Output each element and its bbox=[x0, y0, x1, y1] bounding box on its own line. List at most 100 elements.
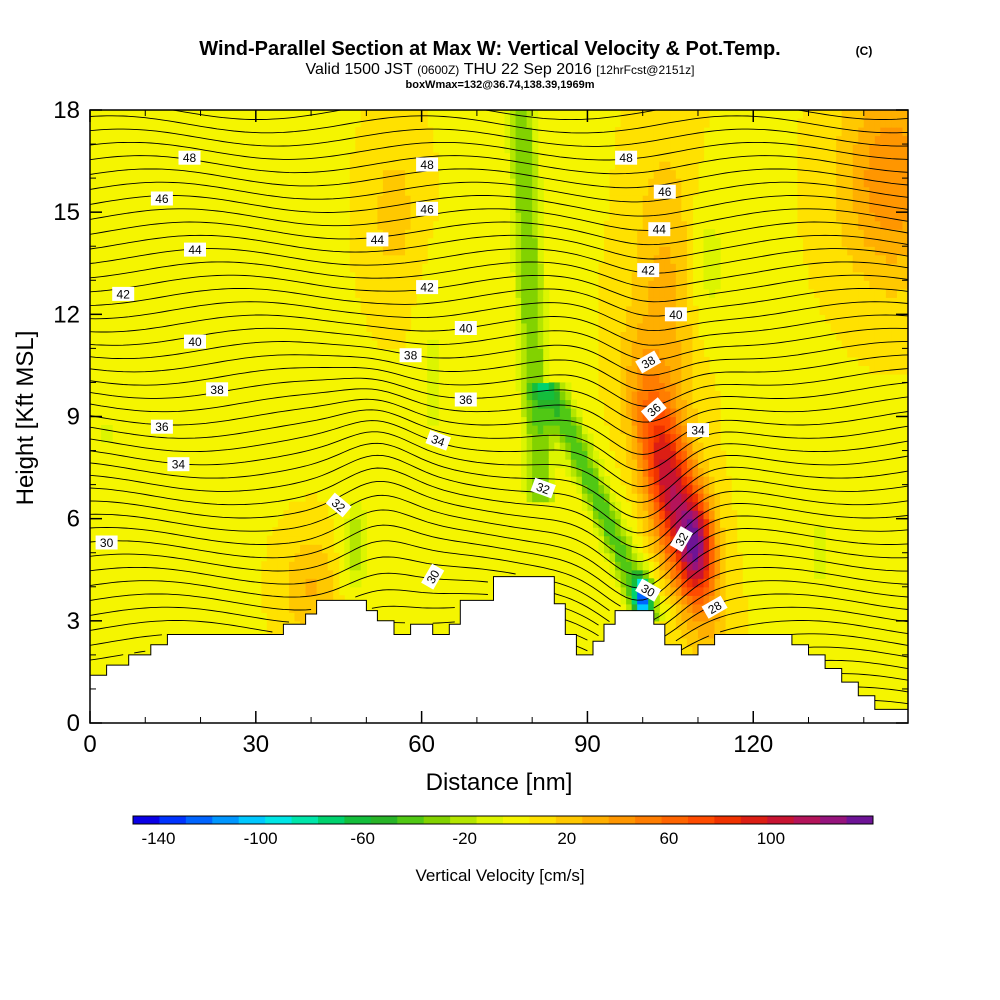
velocity-cell bbox=[626, 331, 633, 341]
velocity-cell bbox=[388, 144, 395, 154]
velocity-cell bbox=[609, 203, 616, 213]
colorbar-tick-label: 20 bbox=[557, 829, 576, 848]
velocity-cell bbox=[742, 629, 749, 639]
contour-label-text: 36 bbox=[459, 393, 473, 407]
velocity-cell bbox=[852, 246, 859, 256]
velocity-cell bbox=[648, 373, 655, 384]
velocity-cell bbox=[714, 510, 721, 520]
velocity-cell bbox=[825, 246, 832, 256]
velocity-cell bbox=[322, 561, 329, 571]
velocity-cell bbox=[266, 612, 273, 622]
velocity-cell bbox=[836, 271, 843, 281]
velocity-cell bbox=[869, 263, 876, 273]
velocity-cell bbox=[808, 237, 815, 247]
velocity-cell bbox=[515, 237, 522, 247]
velocity-cell bbox=[648, 433, 655, 443]
velocity-cell bbox=[869, 110, 876, 120]
velocity-cell bbox=[427, 399, 434, 409]
velocity-cell bbox=[808, 195, 815, 205]
velocity-cell bbox=[814, 118, 821, 128]
velocity-cell bbox=[410, 237, 417, 247]
velocity-cell bbox=[670, 442, 677, 452]
velocity-cell bbox=[902, 331, 908, 341]
velocity-cell bbox=[637, 305, 644, 315]
velocity-cell bbox=[709, 288, 716, 298]
velocity-cell bbox=[802, 212, 810, 222]
velocity-cell bbox=[681, 356, 688, 367]
velocity-cell bbox=[847, 322, 854, 332]
contour-label-box bbox=[416, 157, 439, 172]
velocity-cell bbox=[532, 254, 539, 264]
velocity-cell bbox=[382, 305, 390, 315]
velocity-cell bbox=[709, 476, 716, 486]
velocity-cell bbox=[637, 407, 644, 418]
velocity-cell bbox=[681, 373, 688, 384]
velocity-cell bbox=[427, 144, 434, 154]
contour-label: 32 bbox=[325, 492, 352, 518]
velocity-cell bbox=[559, 390, 566, 401]
contour-label: 46 bbox=[653, 184, 676, 199]
velocity-cell bbox=[277, 612, 285, 622]
velocity-cell bbox=[880, 356, 887, 367]
velocity-cell bbox=[802, 161, 810, 171]
contour-label: 34 bbox=[425, 429, 451, 451]
velocity-cell bbox=[637, 442, 644, 452]
velocity-cell bbox=[841, 135, 848, 145]
velocity-cell bbox=[349, 501, 356, 511]
velocity-cell bbox=[825, 297, 832, 307]
velocity-cell bbox=[565, 442, 572, 452]
velocity-cell bbox=[631, 382, 638, 392]
velocity-cell bbox=[421, 110, 428, 120]
velocity-cell bbox=[841, 331, 848, 341]
velocity-cell bbox=[421, 195, 428, 205]
velocity-cell bbox=[609, 254, 616, 264]
velocity-cell bbox=[355, 144, 362, 154]
velocity-cell bbox=[670, 348, 677, 358]
contour-label-box bbox=[701, 595, 728, 619]
velocity-cell bbox=[714, 390, 721, 401]
velocity-cell bbox=[615, 552, 622, 562]
velocity-cell bbox=[653, 110, 660, 120]
velocity-cell bbox=[714, 263, 721, 273]
velocity-cell bbox=[642, 544, 649, 554]
valid-prefix: Valid 1500 JST bbox=[305, 61, 413, 78]
velocity-cell bbox=[642, 501, 649, 511]
velocity-cell bbox=[537, 178, 544, 188]
velocity-cell bbox=[808, 118, 815, 128]
velocity-cell bbox=[725, 612, 732, 622]
velocity-cell bbox=[692, 339, 699, 349]
velocity-cell bbox=[576, 450, 583, 460]
velocity-cell bbox=[703, 527, 710, 537]
velocity-cell bbox=[714, 271, 721, 281]
velocity-cell bbox=[592, 493, 600, 503]
velocity-cell bbox=[675, 390, 682, 401]
velocity-cell bbox=[659, 544, 666, 554]
velocity-cell bbox=[316, 544, 323, 554]
velocity-cell bbox=[360, 110, 367, 120]
velocity-cell bbox=[648, 390, 655, 401]
velocity-cell bbox=[681, 450, 688, 460]
velocity-cell bbox=[670, 476, 677, 486]
velocity-cell bbox=[543, 433, 550, 443]
velocity-cell bbox=[664, 578, 671, 588]
velocity-cell bbox=[686, 314, 694, 324]
velocity-cell bbox=[626, 382, 633, 392]
velocity-cell bbox=[869, 229, 876, 239]
velocity-cell bbox=[416, 178, 423, 188]
velocity-cell bbox=[814, 203, 821, 213]
velocity-cell bbox=[709, 399, 716, 409]
velocity-cell bbox=[863, 305, 870, 315]
velocity-cell bbox=[399, 203, 406, 213]
velocity-cell bbox=[675, 450, 682, 460]
velocity-cell bbox=[686, 254, 694, 264]
colorbar-swatch bbox=[582, 816, 610, 824]
velocity-cell bbox=[885, 195, 893, 205]
velocity-cell bbox=[863, 152, 870, 162]
contour-label-text: 38 bbox=[404, 349, 418, 363]
velocity-cell bbox=[615, 425, 622, 435]
velocity-cell bbox=[399, 331, 406, 341]
velocity-cell bbox=[697, 552, 705, 562]
velocity-cell bbox=[399, 118, 406, 128]
velocity-cell bbox=[686, 544, 694, 554]
